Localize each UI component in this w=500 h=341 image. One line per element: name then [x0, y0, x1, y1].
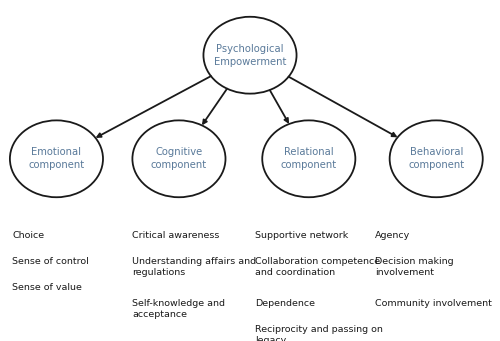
Text: Behavioral
component: Behavioral component — [408, 147, 465, 170]
Text: Supportive network: Supportive network — [255, 231, 348, 240]
Text: Emotional
component: Emotional component — [28, 147, 84, 170]
Text: Relational
component: Relational component — [280, 147, 337, 170]
Text: Reciprocity and passing on
legacy: Reciprocity and passing on legacy — [255, 325, 383, 341]
Text: Community involvement: Community involvement — [375, 299, 492, 308]
Text: Collaboration competence
and coordination: Collaboration competence and coordinatio… — [255, 257, 380, 277]
Text: Decision making
involvement: Decision making involvement — [375, 257, 454, 277]
Text: Understanding affairs and
regulations: Understanding affairs and regulations — [132, 257, 256, 277]
Text: Cognitive
component: Cognitive component — [151, 147, 207, 170]
Text: Dependence: Dependence — [255, 299, 315, 308]
Text: Sense of value: Sense of value — [12, 283, 82, 292]
Text: Sense of control: Sense of control — [12, 257, 89, 266]
Text: Choice: Choice — [12, 231, 44, 240]
Text: Agency: Agency — [375, 231, 410, 240]
Text: Critical awareness: Critical awareness — [132, 231, 220, 240]
Text: Self-knowledge and
acceptance: Self-knowledge and acceptance — [132, 299, 226, 319]
Text: Psychological
Empowerment: Psychological Empowerment — [214, 44, 286, 67]
